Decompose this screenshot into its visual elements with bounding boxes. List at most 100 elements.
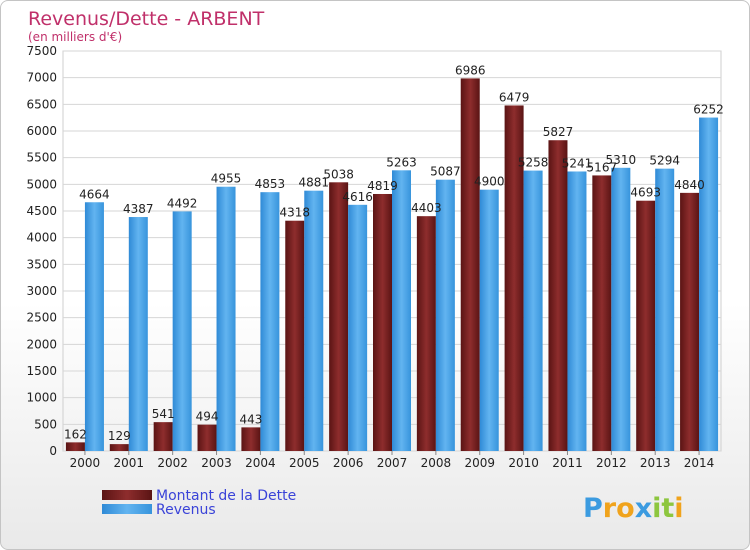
debt-bar (153, 422, 173, 451)
y-tick-label: 2500 (26, 311, 57, 325)
x-tick-label: 2002 (157, 456, 188, 470)
y-tick-label: 4500 (26, 204, 57, 218)
y-tick-label: 3000 (26, 284, 57, 298)
revenus-bar (172, 211, 192, 451)
debt-bar (65, 442, 85, 451)
revenus-bar (699, 117, 719, 451)
revenus-bar (260, 192, 280, 451)
debt-bar (329, 182, 349, 451)
debt-bar-value-label: 129 (108, 429, 131, 443)
debt-bar-value-label: 4403 (411, 201, 442, 215)
x-tick-label: 2007 (377, 456, 408, 470)
revenus-bar-value-label: 6252 (693, 103, 724, 117)
debt-bar-value-label: 6479 (499, 90, 530, 104)
logo-letter: i (652, 493, 661, 524)
y-tick-label: 6500 (26, 97, 57, 111)
debt-bar-value-label: 5827 (543, 125, 574, 139)
revenus-bar-value-label: 4387 (123, 202, 154, 216)
revenus-bar (523, 170, 543, 451)
bars (65, 78, 719, 452)
logo-letter: r (603, 493, 617, 524)
revenus-bar-value-label: 5258 (518, 156, 549, 170)
debt-bar-value-label: 162 (64, 427, 87, 441)
debt-bar-value-label: 5167 (587, 160, 618, 174)
logo-letter: P (583, 493, 603, 524)
revenus-bar-value-label: 4616 (342, 190, 373, 204)
revenus-bar-value-label: 5241 (562, 156, 593, 170)
logo-letter: i (674, 493, 683, 524)
revenus-bar-value-label: 4881 (298, 176, 329, 190)
debt-bar (636, 200, 656, 451)
revenus-bar (611, 167, 631, 452)
debt-bar (548, 140, 568, 451)
y-tick-label: 0 (49, 444, 57, 458)
x-tick-label: 2008 (421, 456, 452, 470)
legend-label-revenus: Revenus (156, 502, 216, 518)
debt-bar-value-label: 4819 (367, 179, 398, 193)
revenus-bar (435, 179, 455, 451)
logo-letter: x (635, 493, 652, 524)
legend-swatch-revenus (102, 504, 152, 514)
y-tick-label: 7000 (26, 71, 57, 85)
logo-letter: t (661, 493, 674, 524)
x-tick-label: 2010 (508, 456, 539, 470)
revenus-bar (479, 189, 499, 451)
debt-bar-value-label: 5038 (323, 167, 354, 181)
revenus-bar (567, 171, 587, 452)
x-tick-label: 2012 (596, 456, 627, 470)
revenus-bar (216, 186, 236, 451)
y-tick-label: 2000 (26, 337, 57, 351)
debt-bar-value-label: 494 (196, 410, 219, 424)
y-axis-ticks: 0 500 1000 1500 2000 2500 3000 3500 4000 4500 5000… (26, 44, 57, 458)
legend-label-dette: Montant de la Dette (156, 488, 296, 504)
debt-bar (504, 105, 524, 451)
revenus-bar-value-label: 5294 (649, 154, 680, 168)
chart-subtitle: (en milliers d'€) (28, 30, 122, 44)
revenus-bar-value-label: 5087 (430, 165, 461, 179)
debt-bar-value-label: 6986 (455, 63, 486, 77)
revenus-bar (128, 217, 148, 451)
revenus-bar (348, 204, 368, 451)
x-tick-label: 2000 (70, 456, 101, 470)
debt-bar (285, 220, 305, 451)
y-tick-label: 7500 (26, 44, 57, 58)
revenus-bar (84, 202, 104, 451)
revenus-bar-value-label: 4492 (167, 196, 198, 210)
revenus-bar-value-label: 5263 (386, 155, 417, 169)
x-tick-label: 2004 (245, 456, 276, 470)
revenus-bar-value-label: 4955 (211, 172, 242, 186)
debt-bar (373, 193, 392, 451)
revenus-bar-value-label: 5310 (606, 153, 637, 167)
revenus-bar-value-label: 4900 (474, 175, 505, 189)
debt-bar (197, 424, 217, 451)
x-axis-ticks: 2000 2001 2002 2003 2004 2005 2006 2007 2008 2009… (70, 451, 715, 470)
y-tick-label: 6000 (26, 124, 57, 138)
y-tick-label: 500 (34, 417, 57, 431)
y-tick-label: 5500 (26, 151, 57, 165)
x-tick-label: 2009 (464, 456, 495, 470)
y-tick-label: 1500 (26, 364, 57, 378)
debt-bar (109, 444, 129, 451)
chart-title: Revenus/Dette - ARBENT (28, 8, 265, 30)
debt-bar-value-label: 4318 (279, 206, 310, 220)
revenus-bar (392, 170, 411, 451)
y-tick-label: 4000 (26, 231, 57, 245)
data-labels: 162 4664 129 4387 541 4492 494 4955 443 4853 4318 4… (64, 63, 724, 443)
revenus-bar-value-label: 4853 (255, 177, 286, 191)
debt-bar (241, 427, 261, 451)
y-tick-label: 3500 (26, 257, 57, 271)
x-tick-label: 2013 (640, 456, 671, 470)
proxiti-logo: Proxiti (583, 493, 684, 524)
y-tick-label: 5000 (26, 177, 57, 191)
x-tick-label: 2006 (333, 456, 364, 470)
revenus-bar (655, 168, 675, 452)
debt-bar-value-label: 541 (152, 407, 175, 421)
x-tick-label: 2014 (684, 456, 715, 470)
x-tick-label: 2005 (289, 456, 320, 470)
debt-bar-value-label: 443 (239, 412, 262, 426)
y-tick-label: 1000 (26, 391, 57, 405)
debt-bar (460, 78, 480, 451)
logo-letter: o (616, 493, 635, 524)
debt-bar (592, 175, 612, 451)
